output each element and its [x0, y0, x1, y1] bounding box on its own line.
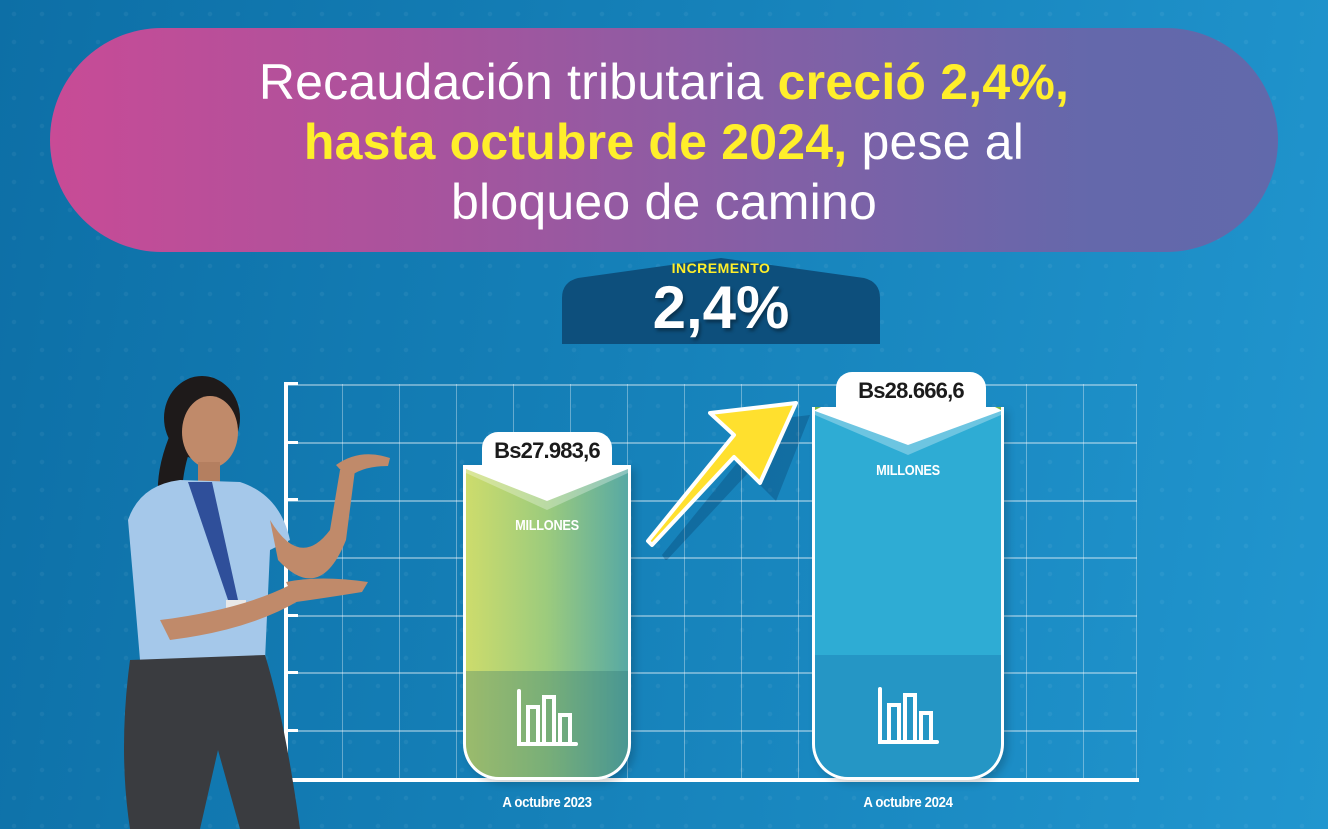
y-tick — [284, 382, 298, 385]
bar-base — [815, 655, 1001, 777]
y-tick — [284, 498, 298, 501]
bar-notch — [815, 407, 1001, 455]
trend-up-arrow-icon — [646, 401, 810, 560]
headline-text: bloqueo de camino — [451, 174, 877, 230]
y-tick — [284, 441, 298, 444]
headline-banner: Recaudación tributaria creció 2,4%, hast… — [50, 28, 1278, 252]
headline-highlight: creció 2,4%, — [777, 54, 1070, 110]
increment-label: INCREMENTO — [671, 260, 771, 276]
bar-unit-label: MILLONES — [515, 517, 579, 534]
headline-line-2: hasta octubre de 2024, pese al — [304, 112, 1024, 172]
increment-badge: INCREMENTO 2,4% — [562, 258, 880, 344]
headline-text: pese al — [847, 114, 1025, 170]
y-tick — [284, 614, 298, 617]
x-axis-label-2023: A octubre 2023 — [502, 794, 592, 811]
headline-line-1: Recaudación tributaria creció 2,4%, — [259, 52, 1069, 112]
headline-highlight: hasta octubre de 2024, — [303, 114, 848, 170]
bar-value-label: Bs27.983,6 — [482, 432, 612, 470]
badge-shape — [562, 258, 880, 344]
bar-chart-icon — [878, 687, 939, 744]
headline-text: Recaudación tributaria — [258, 54, 778, 110]
bar-notch — [466, 465, 628, 510]
y-tick — [284, 671, 298, 674]
bar-2024: MILLONES — [812, 407, 1004, 780]
bar-chart-icon — [517, 689, 578, 746]
presenter-photo — [124, 376, 390, 829]
headline-line-3: bloqueo de camino — [451, 172, 877, 232]
bar-2023: MILLONES — [463, 465, 631, 780]
bar-value-label: Bs28.666,6 — [836, 372, 986, 412]
bar-base — [466, 671, 628, 777]
y-tick — [284, 729, 298, 732]
x-axis — [284, 778, 1139, 782]
increment-value: 2,4% — [652, 274, 790, 341]
bar-unit-label: MILLONES — [876, 462, 940, 479]
x-axis-label-2024: A octubre 2024 — [863, 794, 953, 811]
